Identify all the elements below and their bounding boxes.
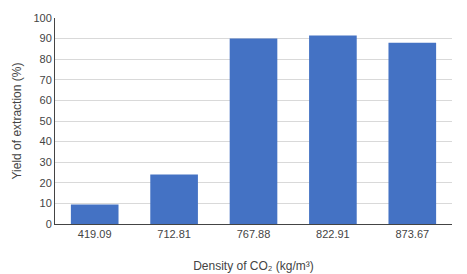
svg-text:30: 30 <box>40 156 52 168</box>
svg-text:419.09: 419.09 <box>78 228 112 240</box>
svg-text:Density of CO₂ (kg/m³): Density of CO₂ (kg/m³) <box>193 259 314 273</box>
svg-text:10: 10 <box>40 197 52 209</box>
svg-text:90: 90 <box>40 32 52 44</box>
svg-text:712.81: 712.81 <box>157 228 191 240</box>
svg-text:60: 60 <box>40 94 52 106</box>
svg-text:767.88: 767.88 <box>237 228 271 240</box>
svg-text:0: 0 <box>46 218 52 230</box>
svg-text:40: 40 <box>40 135 52 147</box>
svg-text:20: 20 <box>40 177 52 189</box>
svg-text:70: 70 <box>40 74 52 86</box>
svg-text:Yield of extraction (%): Yield of extraction (%) <box>10 63 24 180</box>
svg-text:80: 80 <box>40 53 52 65</box>
svg-text:873.67: 873.67 <box>395 228 429 240</box>
svg-text:100: 100 <box>33 12 51 24</box>
svg-text:50: 50 <box>40 115 52 127</box>
svg-text:822.91: 822.91 <box>316 228 350 240</box>
